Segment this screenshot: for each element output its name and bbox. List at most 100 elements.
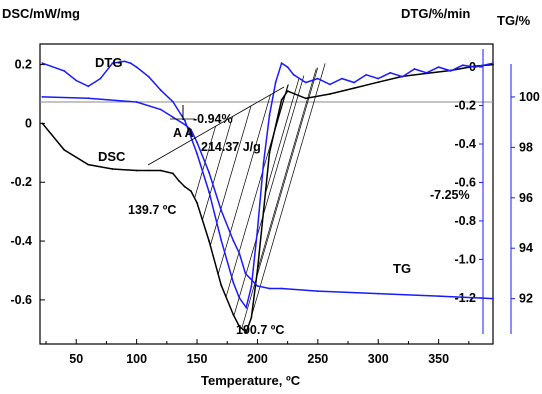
data-point-dtg xyxy=(292,73,295,76)
data-point-dtg xyxy=(437,66,440,68)
data-point-dtg xyxy=(238,296,241,299)
hatch-line xyxy=(225,84,289,298)
right-axis-title-tg: TG/% xyxy=(497,13,531,28)
hatch-line xyxy=(233,75,305,316)
marker-annotation: A A xyxy=(173,126,194,140)
data-point-tg xyxy=(172,116,174,118)
tg-tick-label: 94 xyxy=(519,241,533,255)
data-point-dsc xyxy=(492,63,494,66)
data-point-dsc xyxy=(135,169,138,172)
data-point-tg xyxy=(492,297,494,300)
data-point-dsc xyxy=(190,190,192,193)
data-point-dsc xyxy=(87,163,90,166)
data-point-dtg xyxy=(449,70,452,72)
dsc-baseline xyxy=(147,86,285,166)
data-point-tg xyxy=(135,101,138,103)
data-point-dtg xyxy=(274,81,277,84)
enthalpy-annotation: 214.37 J/g xyxy=(201,140,261,154)
x-tick-label: 150 xyxy=(187,352,208,366)
dtg-tick-label: -0.8 xyxy=(454,214,476,228)
data-point-dtg xyxy=(353,81,355,84)
x-tick-label: 200 xyxy=(247,352,268,366)
data-point-dtg xyxy=(461,64,464,67)
data-point-dtg xyxy=(492,62,494,65)
dsc-curve-label: DSC xyxy=(98,149,126,164)
tg-axis-ticks: 100 98 96 94 92 xyxy=(510,64,540,334)
data-point-tg xyxy=(208,171,211,174)
data-point-dsc xyxy=(232,313,235,316)
data-point-dsc xyxy=(178,179,180,182)
hatch-line xyxy=(209,105,252,246)
data-point-dtg xyxy=(250,285,253,288)
data-point-dtg xyxy=(196,152,198,155)
data-point-dsc xyxy=(286,90,289,92)
data-point-dsc xyxy=(196,201,198,204)
hatch-line xyxy=(257,68,317,271)
data-point-tg xyxy=(256,285,259,287)
dtg-tick-label: -0.4 xyxy=(454,137,476,151)
x-tick-label: 100 xyxy=(126,352,147,366)
data-point-dtg xyxy=(172,100,174,103)
data-point-dsc xyxy=(63,149,66,151)
dtg-tick-label: -0.6 xyxy=(454,175,476,189)
data-point-tg xyxy=(87,97,90,100)
data-point-dtg xyxy=(159,89,162,92)
data-point-dtg xyxy=(232,281,235,284)
data-point-dtg xyxy=(304,81,307,84)
data-point-dsc xyxy=(245,331,248,334)
data-point-dtg xyxy=(87,85,90,88)
peak-1-annotation: 139.7 ºC xyxy=(128,203,176,217)
data-point-tg xyxy=(159,108,162,111)
series-group xyxy=(41,60,494,334)
data-point-dtg xyxy=(41,62,44,65)
data-point-dsc xyxy=(183,185,186,188)
tg-step-2-annotation: -7.25% xyxy=(430,188,470,202)
data-point-dtg xyxy=(268,114,271,117)
data-point-tg xyxy=(316,290,319,292)
series-line-tg xyxy=(42,96,494,300)
data-point-dsc xyxy=(111,168,114,170)
dsc-tick-label: -0.2 xyxy=(10,175,32,189)
data-point-dtg xyxy=(129,62,132,65)
data-point-dtg xyxy=(220,239,223,242)
data-point-dsc xyxy=(353,87,355,89)
right-axis-title-dtg: DTG/%/min xyxy=(401,6,470,21)
data-point-dtg xyxy=(329,83,331,86)
data-point-tg xyxy=(41,96,44,98)
dsc-tick-label: -0.6 xyxy=(10,293,32,307)
data-point-dtg xyxy=(147,75,150,78)
dsc-tick-label: 0.2 xyxy=(15,58,32,72)
data-point-tg xyxy=(268,287,271,290)
data-point-tg xyxy=(238,252,241,255)
data-point-dtg xyxy=(99,77,102,80)
data-point-dsc xyxy=(147,169,150,172)
data-point-dsc xyxy=(280,99,283,101)
data-point-dsc xyxy=(238,325,241,328)
hatch-line xyxy=(241,67,319,329)
data-point-tg xyxy=(190,128,192,131)
hatch-line xyxy=(202,116,234,221)
data-point-dtg xyxy=(365,73,368,76)
data-point-tg xyxy=(244,272,247,275)
data-point-dtg xyxy=(401,75,404,78)
data-point-tg xyxy=(280,287,283,290)
tg-step-1-annotation: -0.94% xyxy=(193,112,233,126)
data-point-dsc xyxy=(220,284,223,287)
data-point-dsc xyxy=(159,169,162,172)
dsc-tick-label: -0.4 xyxy=(10,234,32,248)
data-point-tg xyxy=(232,239,235,242)
peak-2-annotation: 190.7 ºC xyxy=(236,323,284,337)
tg-tick-label: 96 xyxy=(519,191,533,205)
data-point-dtg xyxy=(208,191,211,194)
tg-tick-label: 98 xyxy=(519,140,533,154)
data-point-dsc xyxy=(268,151,271,154)
data-point-dtg xyxy=(389,71,392,74)
data-point-dtg xyxy=(474,66,476,68)
hatch-line xyxy=(249,63,326,323)
data-point-dsc xyxy=(41,122,44,125)
data-point-dsc xyxy=(304,97,307,100)
data-point-dsc xyxy=(329,93,331,95)
data-point-dsc xyxy=(250,316,253,319)
